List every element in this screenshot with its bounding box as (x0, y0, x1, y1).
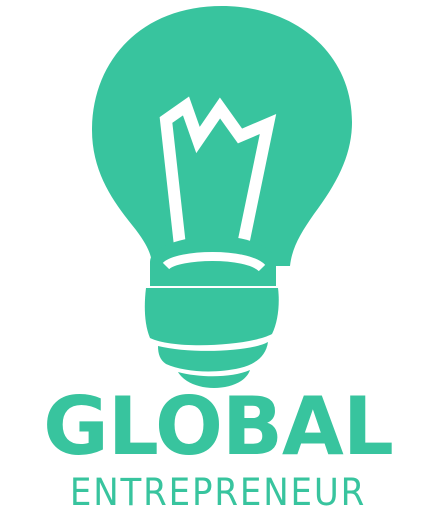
bulb-base-ring (162, 252, 266, 272)
bulb-glass (92, 6, 352, 266)
bulb-base-thread (158, 342, 268, 372)
logo-subtitle: ENTREPRENEUR (69, 471, 367, 514)
bulb-base-tip (178, 370, 250, 388)
bulb-filament (159, 96, 277, 247)
light-bulb-icon (92, 6, 352, 388)
bulb-base-body (144, 288, 279, 346)
logo-title: GLOBAL (43, 380, 394, 473)
